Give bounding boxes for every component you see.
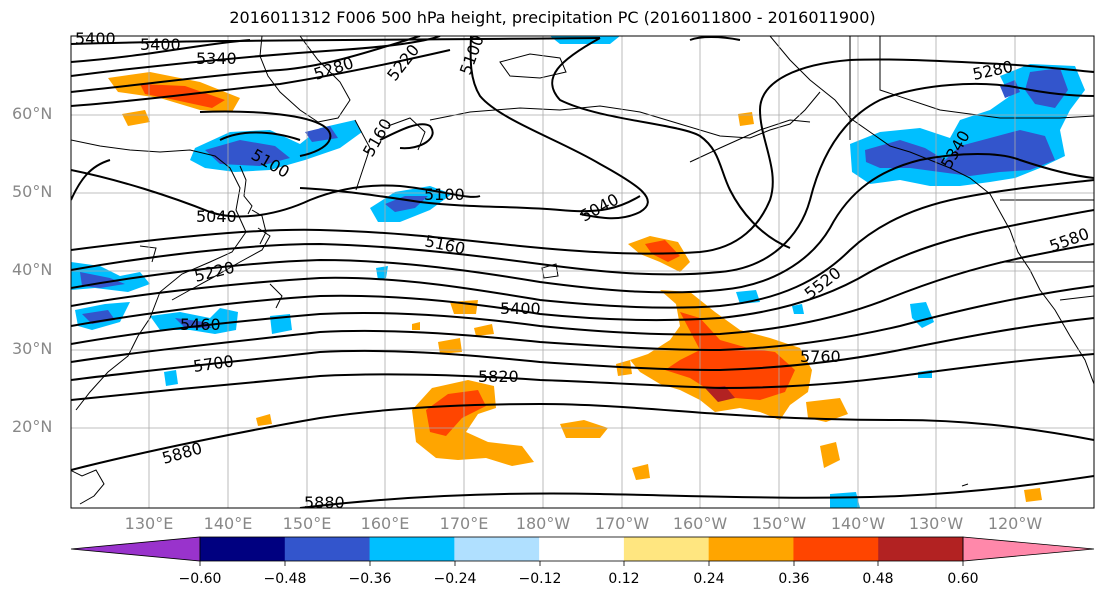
colorbar-segment — [793, 537, 879, 561]
colorbar-segment — [708, 537, 795, 561]
colorbar-tick-label: 0.36 — [778, 571, 810, 587]
colorbar-segment — [369, 537, 455, 561]
colorbar-segment — [284, 537, 371, 561]
lon-label: 170°W — [594, 514, 650, 533]
colorbar-tick-label: −0.60 — [178, 571, 222, 587]
lon-label: 140°E — [203, 514, 253, 533]
colorbar-tick-label: −0.36 — [348, 571, 392, 587]
lat-label: 40°N — [12, 260, 53, 279]
contour-label: 5340 — [196, 49, 237, 68]
colorbar-tick-label: −0.24 — [433, 571, 477, 587]
lon-label: 130°E — [124, 514, 174, 533]
contour-label: 5880 — [304, 493, 345, 512]
map-title: 2016011312 F006 500 hPa height, precipit… — [229, 8, 876, 27]
precip-negative-shading — [71, 36, 1085, 508]
contour-label: 5040 — [196, 207, 237, 226]
contour-label: 5820 — [478, 367, 519, 386]
lon-label: 120°W — [987, 514, 1043, 533]
lon-label: 140°W — [830, 514, 886, 533]
colorbar-segment — [878, 537, 964, 561]
contour-label: 5760 — [800, 347, 841, 366]
contour-label: 5400 — [75, 29, 116, 48]
lon-label: 160°E — [360, 514, 410, 533]
contour-label: 5460 — [180, 315, 221, 334]
contour-label: 5400 — [500, 299, 541, 318]
colorbar-segment — [454, 537, 540, 561]
map-area — [71, 36, 1094, 508]
lon-label: 130°W — [908, 514, 964, 533]
colorbar — [70, 536, 1095, 566]
colorbar-extend-high — [962, 536, 1095, 562]
colorbar-tick-label: 0.48 — [862, 571, 894, 587]
colorbar-tick-label: 0.12 — [608, 571, 640, 587]
colorbar-segment — [623, 537, 710, 561]
lon-label: 150°E — [282, 514, 332, 533]
contour-label: 5400 — [140, 35, 181, 54]
graticule — [71, 36, 1094, 508]
colorbar-segments — [200, 537, 964, 561]
height-contours — [71, 36, 1094, 508]
contour-label: 5100 — [424, 185, 465, 204]
map-frame — [70, 35, 1095, 509]
lat-label: 20°N — [12, 417, 53, 436]
colorbar-tick-label: 0.24 — [693, 571, 725, 587]
colorbar-segment — [200, 537, 286, 561]
colorbar-tick-label: −0.48 — [263, 571, 307, 587]
lon-label: 150°W — [751, 514, 807, 533]
lat-label: 60°N — [12, 104, 53, 123]
colorbar-tick-label: −0.12 — [518, 571, 562, 587]
lon-label: 170°E — [439, 514, 489, 533]
lon-label: 180°W — [515, 514, 571, 533]
colorbar-extend-low — [70, 536, 201, 562]
lat-label: 50°N — [12, 182, 53, 201]
lat-label: 30°N — [12, 339, 53, 358]
colorbar-tick-label: 0.60 — [947, 571, 979, 587]
lon-label: 160°W — [672, 514, 728, 533]
colorbar-segment — [539, 537, 625, 561]
